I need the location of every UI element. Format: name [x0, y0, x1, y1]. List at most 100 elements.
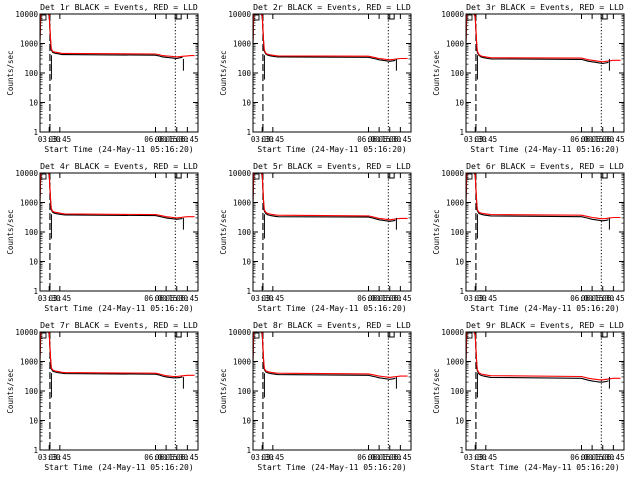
y-tick-label: 10000 [228, 169, 251, 178]
detector-panel-6: Det 6r BLACK = Events, RED = LLD 1 10 100 10… [432, 161, 625, 313]
x-tick-label: 06:45 [389, 135, 412, 144]
detector-panel-8: Det 8r BLACK = Events, RED = LLD 1 10 100 10… [219, 320, 412, 472]
x-tick-label: 06:30 [165, 135, 188, 144]
x-tick-label: 06:30 [591, 453, 614, 462]
y-tick-label: 1 [246, 128, 251, 137]
lld-line [465, 172, 621, 220]
x-tick-label: 03:45 [262, 294, 285, 303]
x-tick-label: 06:15 [368, 135, 391, 144]
corner-box-marker [253, 332, 260, 339]
detector-panel-1: Det 1r BLACK = Events, RED = LLD 1 10 100 10… [6, 2, 199, 154]
plot-frame [465, 331, 625, 451]
y-tick-label: 1 [459, 287, 464, 296]
plot-frame [252, 13, 412, 133]
y-axis-label: Counts/sec [432, 209, 441, 254]
y-tick-label: 100 [24, 228, 38, 237]
y-axis-label: Counts/sec [6, 50, 15, 95]
plot-frame [465, 172, 625, 292]
x-tick-label: 03:45 [49, 135, 72, 144]
y-tick-label: 100 [24, 387, 38, 396]
x-tick-label: 06:15 [368, 294, 391, 303]
y-axis-label: Counts/sec [219, 50, 228, 95]
y-tick-label: 10 [29, 417, 39, 426]
x-axis-label: Start Time (24-May-11 05:16:20) [257, 145, 406, 154]
x-tick-label: 06:00 [570, 453, 593, 462]
panel-title: Det 1r BLACK = Events, RED = LLD [40, 2, 198, 12]
x-tick-label: 06:00 [570, 135, 593, 144]
x-axis-label: Start Time (24-May-11 05:16:20) [470, 304, 619, 313]
y-tick-label: 100 [450, 69, 464, 78]
x-axis-label: Start Time (24-May-11 05:16:20) [44, 463, 193, 472]
detector-panel-3: Det 3r BLACK = Events, RED = LLD 1 10 100 10… [432, 2, 625, 154]
y-tick-label: 100 [237, 69, 251, 78]
y-tick-label: 10000 [441, 328, 464, 337]
y-tick-label: 1000 [446, 199, 465, 208]
x-tick-label: 06:45 [389, 294, 412, 303]
corner-box-marker [253, 173, 260, 180]
x-tick-label: 03:30 [38, 135, 61, 144]
y-axis-label: Counts/sec [432, 50, 441, 95]
y-tick-label: 1000 [446, 40, 465, 49]
y-tick-label: 10000 [441, 169, 464, 178]
x-tick-label: 06:30 [378, 135, 401, 144]
y-axis-label: Counts/sec [432, 368, 441, 413]
events-line [39, 172, 183, 220]
top-bracket-marker [387, 14, 395, 20]
top-bracket-marker [600, 332, 608, 338]
y-tick-label: 1 [246, 446, 251, 455]
panel-title: Det 8r BLACK = Events, RED = LLD [253, 320, 411, 330]
x-tick-label: 06:00 [357, 294, 380, 303]
x-tick-label: 06:15 [581, 135, 604, 144]
x-tick-label: 06:30 [378, 453, 401, 462]
x-tick-label: 06:30 [591, 135, 614, 144]
x-tick-label: 03:30 [464, 135, 487, 144]
y-tick-label: 10 [455, 417, 465, 426]
panel-title: Det 9r BLACK = Events, RED = LLD [466, 320, 624, 330]
lld-line [39, 13, 195, 58]
detector-panel-7: Det 7r BLACK = Events, RED = LLD 1 10 100 10… [6, 320, 199, 472]
x-tick-label: 06:15 [155, 294, 178, 303]
top-bracket-marker [174, 173, 182, 179]
y-tick-label: 1000 [20, 358, 39, 367]
y-tick-label: 10000 [228, 10, 251, 19]
y-tick-label: 1000 [20, 40, 39, 49]
y-tick-label: 1 [246, 287, 251, 296]
y-tick-label: 100 [24, 69, 38, 78]
y-tick-label: 10 [29, 99, 39, 108]
panel-title: Det 7r BLACK = Events, RED = LLD [40, 320, 198, 330]
y-axis-label: Counts/sec [6, 209, 15, 254]
events-line [39, 13, 183, 60]
x-tick-label: 06:00 [144, 294, 167, 303]
x-tick-label: 06:45 [389, 453, 412, 462]
y-tick-label: 10000 [15, 10, 38, 19]
x-tick-label: 06:00 [570, 294, 593, 303]
corner-box-marker [40, 173, 47, 180]
x-tick-label: 03:30 [251, 135, 274, 144]
y-tick-label: 10000 [15, 169, 38, 178]
y-tick-label: 10000 [441, 10, 464, 19]
x-tick-label: 03:45 [49, 294, 72, 303]
x-tick-label: 03:30 [251, 453, 274, 462]
x-tick-label: 03:30 [38, 453, 61, 462]
panel-title: Det 5r BLACK = Events, RED = LLD [253, 161, 411, 171]
y-tick-label: 1 [459, 128, 464, 137]
x-tick-label: 03:45 [475, 135, 498, 144]
x-tick-label: 06:30 [378, 294, 401, 303]
lld-line [252, 13, 408, 61]
x-tick-label: 03:45 [49, 453, 72, 462]
plot-frame [39, 172, 199, 292]
plot-frame [465, 13, 625, 133]
y-tick-label: 10000 [15, 328, 38, 337]
y-tick-label: 10000 [228, 328, 251, 337]
y-tick-label: 1000 [20, 199, 39, 208]
y-tick-label: 1000 [233, 40, 252, 49]
events-line [252, 331, 396, 380]
plot-frame [39, 331, 199, 451]
panel-title: Det 6r BLACK = Events, RED = LLD [466, 161, 624, 171]
top-bracket-marker [174, 332, 182, 338]
x-tick-label: 03:45 [475, 294, 498, 303]
y-tick-label: 10 [242, 99, 252, 108]
events-line [252, 172, 396, 222]
x-tick-label: 06:00 [144, 135, 167, 144]
x-tick-label: 06:45 [176, 135, 199, 144]
